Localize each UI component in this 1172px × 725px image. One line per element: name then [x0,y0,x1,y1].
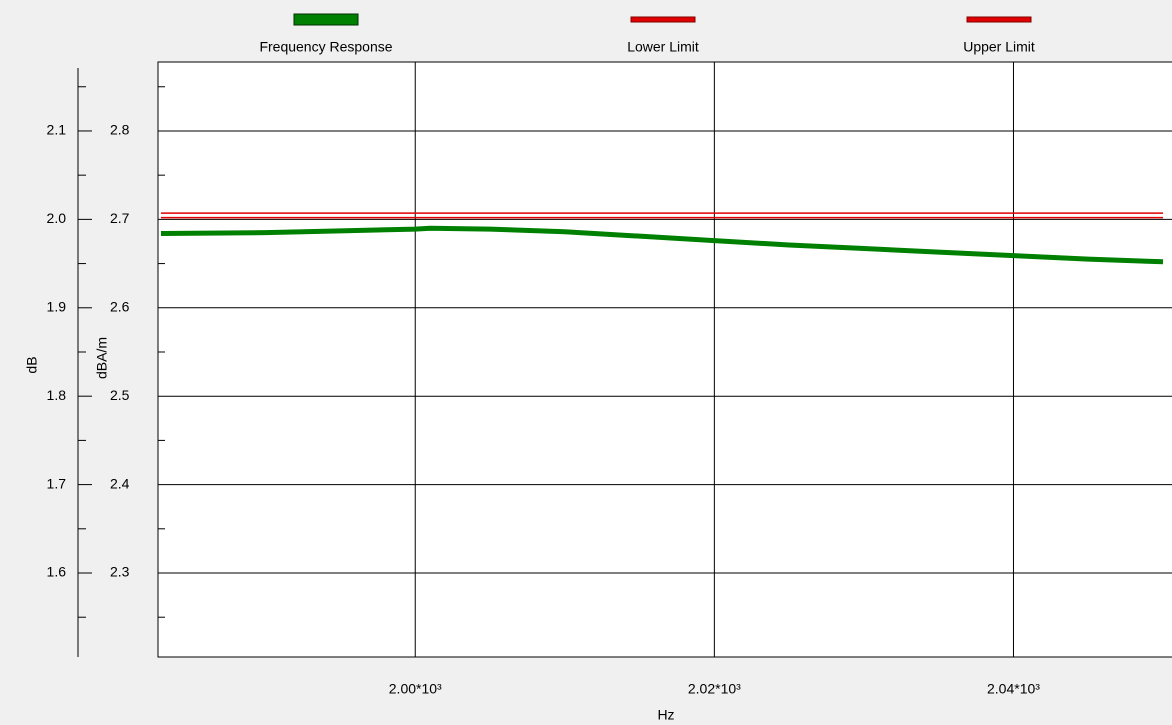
y-tick-label: 1.8 [47,387,67,403]
x-tick-label: 2.00*10³ [389,681,442,697]
y-tick-label: 2.0 [47,210,67,226]
legend-label: Upper Limit [963,39,1035,55]
y2-tick-label: 2.3 [110,564,130,580]
x-axis-label: Hz [657,707,674,723]
y-tick-label: 1.9 [47,298,67,314]
y2-axis-label: dBA/m [94,337,110,379]
y2-tick-label: 2.5 [110,387,130,403]
series-line [160,225,1164,265]
legend-swatch [966,16,1032,23]
legend-swatch [293,13,359,26]
y-tick-label: 1.7 [47,475,67,491]
x-tick-label: 2.02*10³ [688,681,741,697]
y-axis-label: dB [24,356,40,373]
y2-tick-label: 2.8 [110,122,130,138]
y2-tick-label: 2.7 [110,210,130,226]
legend-swatch [630,16,696,23]
x-tick-label: 2.04*10³ [987,681,1040,697]
legend-label: Frequency Response [259,39,392,55]
y2-tick-label: 2.6 [110,298,130,314]
y-tick-label: 2.1 [47,122,67,138]
y-tick-label: 1.6 [47,564,67,580]
y2-tick-label: 2.4 [110,475,130,491]
legend-label: Lower Limit [627,39,699,55]
plot-area [157,61,1172,658]
